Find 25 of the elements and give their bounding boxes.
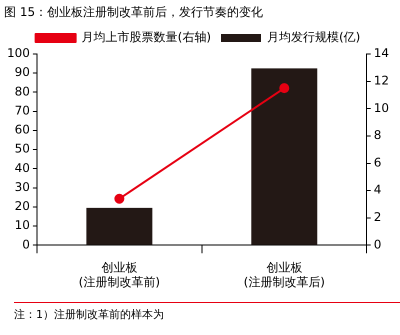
y2-tick-label: 4 xyxy=(374,182,382,197)
y-tick-label: 100 xyxy=(7,46,30,60)
y2-tick-label: 0 xyxy=(374,237,382,252)
y-tick-label: 10 xyxy=(14,218,30,232)
y-tick-label: 30 xyxy=(14,180,30,194)
text: 注：1）注册制改革前的样本为 xyxy=(14,302,400,322)
y2-tick-label: 2 xyxy=(374,210,382,224)
y-tick-label: 20 xyxy=(14,199,30,214)
y2-tick-label: 14 xyxy=(374,46,390,60)
y-tick-label: 70 xyxy=(14,103,30,118)
y-tick-label: 0 xyxy=(22,237,30,252)
y2-tick-label: 10 xyxy=(374,100,390,115)
y-tick-label: 90 xyxy=(14,65,30,80)
y-tick-label: 60 xyxy=(14,122,30,137)
chart-title: 图 15：创业板注册制改革前后，发行节奏的变化 xyxy=(3,4,264,21)
x-tick-label: 创业板 (注册制改革前) xyxy=(78,260,160,289)
y-tick-label: 40 xyxy=(14,160,30,175)
y2-tick-label: 8 xyxy=(374,128,382,142)
x-tick-label: 创业板 (注册制改革后) xyxy=(244,260,325,289)
y2-tick-label: 12 xyxy=(374,73,390,88)
y-tick-label: 50 xyxy=(14,142,30,156)
legend-label: 月均发行规模(亿) xyxy=(267,30,360,44)
y-tick-label: 80 xyxy=(14,84,30,98)
legend-label: 月均上市股票数量(右轴) xyxy=(82,30,212,44)
y2-tick-label: 6 xyxy=(374,155,382,170)
